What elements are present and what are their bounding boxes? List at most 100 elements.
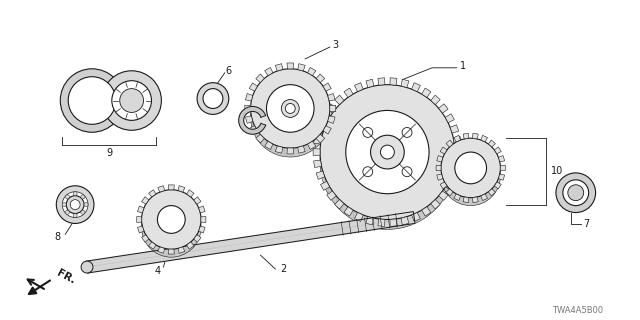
Polygon shape [194, 235, 201, 242]
Polygon shape [390, 219, 397, 226]
Polygon shape [454, 194, 461, 201]
Polygon shape [335, 95, 344, 105]
Polygon shape [287, 148, 294, 154]
Circle shape [203, 89, 223, 108]
Circle shape [68, 77, 116, 124]
Polygon shape [265, 68, 273, 76]
Polygon shape [344, 88, 353, 97]
Circle shape [73, 192, 77, 196]
Circle shape [363, 167, 372, 177]
Polygon shape [446, 140, 453, 147]
Polygon shape [355, 83, 363, 92]
Circle shape [282, 100, 299, 117]
Circle shape [102, 71, 161, 130]
Polygon shape [323, 83, 332, 91]
Circle shape [568, 185, 584, 201]
Circle shape [402, 167, 412, 177]
Polygon shape [314, 137, 321, 144]
Polygon shape [445, 114, 454, 123]
Circle shape [251, 69, 330, 148]
Polygon shape [436, 156, 443, 162]
Polygon shape [438, 191, 448, 200]
Polygon shape [316, 171, 324, 180]
Polygon shape [499, 156, 504, 162]
Polygon shape [440, 182, 447, 189]
Circle shape [266, 85, 314, 132]
Polygon shape [287, 63, 294, 69]
Polygon shape [450, 171, 459, 180]
Polygon shape [246, 93, 253, 101]
Polygon shape [249, 83, 257, 91]
Polygon shape [198, 206, 205, 213]
Polygon shape [187, 242, 194, 249]
Text: 3: 3 [332, 40, 338, 50]
Polygon shape [137, 217, 141, 222]
Polygon shape [178, 186, 185, 192]
Polygon shape [500, 165, 505, 171]
Polygon shape [450, 125, 459, 133]
Polygon shape [328, 93, 335, 101]
Polygon shape [256, 134, 264, 143]
Polygon shape [481, 194, 488, 201]
Polygon shape [141, 197, 149, 204]
Polygon shape [431, 200, 440, 209]
Text: TWA4A5B00: TWA4A5B00 [552, 306, 604, 315]
Text: 1: 1 [460, 61, 466, 71]
Polygon shape [366, 79, 374, 88]
Polygon shape [488, 140, 495, 147]
Circle shape [84, 203, 88, 207]
Circle shape [62, 203, 66, 207]
Circle shape [141, 198, 201, 257]
Polygon shape [168, 185, 174, 190]
Polygon shape [431, 95, 440, 105]
Circle shape [112, 81, 152, 120]
Circle shape [556, 173, 596, 212]
Circle shape [563, 180, 589, 206]
Circle shape [120, 89, 143, 112]
Polygon shape [378, 78, 385, 85]
Circle shape [455, 152, 486, 184]
Circle shape [380, 145, 394, 159]
Polygon shape [472, 133, 478, 139]
Polygon shape [168, 249, 174, 254]
Polygon shape [440, 147, 447, 154]
Polygon shape [313, 149, 320, 156]
Polygon shape [463, 133, 468, 139]
Circle shape [371, 135, 404, 169]
Circle shape [320, 95, 455, 229]
Polygon shape [194, 197, 201, 204]
Polygon shape [453, 160, 461, 168]
Polygon shape [239, 107, 266, 134]
Circle shape [66, 196, 84, 213]
Circle shape [320, 85, 455, 220]
Polygon shape [438, 104, 448, 113]
Circle shape [285, 103, 295, 113]
Polygon shape [86, 212, 415, 273]
Polygon shape [328, 116, 335, 124]
Polygon shape [422, 207, 431, 216]
Polygon shape [454, 135, 461, 142]
Polygon shape [481, 135, 488, 142]
Polygon shape [412, 212, 420, 221]
Polygon shape [453, 137, 461, 144]
Polygon shape [445, 181, 454, 190]
Polygon shape [366, 217, 374, 225]
Polygon shape [246, 116, 253, 124]
Polygon shape [275, 146, 283, 153]
Circle shape [81, 210, 85, 214]
Polygon shape [138, 226, 144, 233]
Circle shape [56, 186, 94, 223]
Polygon shape [327, 191, 336, 200]
Polygon shape [201, 217, 206, 222]
Circle shape [81, 195, 85, 199]
Polygon shape [463, 197, 468, 203]
Polygon shape [327, 104, 336, 113]
Polygon shape [472, 197, 478, 203]
Circle shape [441, 146, 500, 206]
Polygon shape [455, 149, 461, 156]
Polygon shape [446, 189, 453, 196]
Polygon shape [244, 105, 251, 112]
Circle shape [81, 261, 93, 273]
Polygon shape [141, 235, 149, 242]
Polygon shape [436, 174, 443, 180]
